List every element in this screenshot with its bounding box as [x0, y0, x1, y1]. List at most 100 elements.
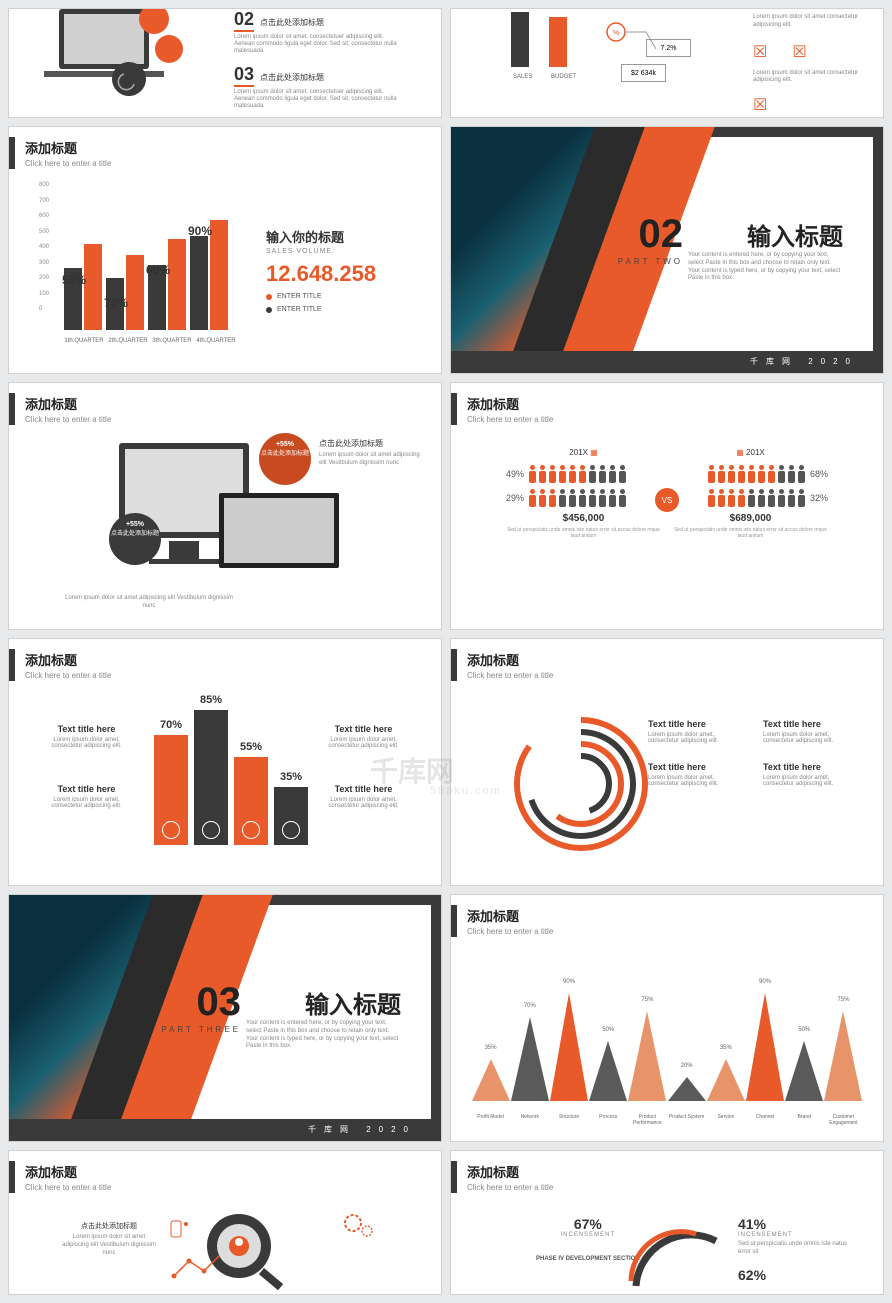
note: Sed ut perspiciatis unde omnis iste natu… — [506, 527, 661, 539]
h: Text title here — [39, 724, 134, 734]
header: 添加标题Click here to enter a title — [451, 393, 553, 425]
sales-volume-label: SALES VOLUME: — [266, 248, 416, 255]
footer: 千库网 2020 — [451, 351, 883, 373]
peak-chart: 35%70%90%50%75%20%35%90%50%75% — [471, 961, 863, 1101]
desc: Sed ut perspiciatis unde omnis iste natu… — [738, 1241, 848, 1257]
title: 添加标题 — [25, 138, 111, 157]
s1b-right: Lorem ipsum dolor sit amet consectetur a… — [753, 14, 863, 115]
left-column: 201X ▦ 49% 29% $456,000 Sed ut perspicia… — [506, 448, 661, 539]
text-grid: Text title hereLorem ipsum dolor amet, c… — [648, 719, 858, 787]
section-number: 03 — [197, 980, 242, 1025]
right-column: ▦ 201X 68% 32% $689,000 Sed ut perspicia… — [673, 448, 828, 539]
header: 添加标题 Click here to enter a title — [451, 1161, 553, 1193]
pct: 41% — [738, 1216, 848, 1232]
slide-7: 添加标题Click here to enter a title Text tit… — [450, 638, 884, 886]
year: ▦ 201X — [673, 448, 828, 457]
lorem-text: Lorem ipsum dolor sit amet consectetur a… — [753, 14, 863, 30]
section-title: 输入标题 — [305, 985, 401, 1020]
d: Lorem ipsum dolor amet, consectetur adip… — [39, 737, 134, 749]
section-number: 02 — [639, 212, 684, 257]
legend-1: ENTER TITLE — [266, 293, 416, 300]
chart-summary: 输入你的标题 SALES VOLUME: 12.648.258 ENTER TI… — [266, 227, 416, 313]
pct: +55% — [126, 521, 144, 528]
title: 添加标题 — [467, 906, 553, 925]
heading: 点击此处添加标题 — [319, 438, 429, 449]
bottom-text: Lorem ipsum dolor sit amet adipiscing el… — [59, 595, 239, 611]
watermark-url: 588ku.com — [430, 785, 502, 797]
right-text: 点击此处添加标题 Lorem ipsum dolor sit amet adipi… — [319, 438, 429, 468]
callout-pct: 7.2% — [646, 39, 691, 57]
amount: $689,000 — [673, 513, 828, 524]
slide-10: 添加标题Click here to enter a title 点击此处添加标题… — [8, 1150, 442, 1295]
sales-label: SALES — [513, 74, 532, 80]
title: 添加标题 — [467, 1162, 553, 1181]
slide-4: 添加标题Click here to enter a title +55%点击此处… — [8, 382, 442, 630]
title: 添加标题 — [25, 1162, 111, 1181]
callout-amt: $2 634k — [621, 64, 666, 82]
h: 点击此处添加标题 — [59, 1221, 159, 1231]
right-stat: 41% INCENSEMENT Sed ut perspiciatis unde… — [738, 1216, 848, 1283]
slide-11: 添加标题Click here to enter a title 67% INCE… — [450, 1150, 884, 1295]
header: 添加标题Click here to enter a title — [9, 393, 111, 425]
section-desc: Your content is entered here, or by copy… — [246, 1020, 401, 1051]
gear-icon — [341, 1211, 381, 1241]
slide-8-divider: 03 PART THREE 输入标题 Your content is enter… — [8, 894, 442, 1142]
bars: 53%72%60%90% — [64, 200, 228, 330]
slide-1b: SALES BUDGET % 7.2% $2 634k Lorem ipsum … — [450, 8, 884, 118]
d: Lorem ipsum dolor sit amet adipiscing el… — [59, 1234, 159, 1257]
desc: Lorem ipsum dolor sit amet adipiscing el… — [319, 452, 429, 468]
ring-chart — [511, 714, 651, 854]
pct: 29% — [506, 493, 524, 503]
text-l2: Text title hereLorem ipsum dolor amet, c… — [39, 784, 134, 809]
subtitle: Click here to enter a title — [467, 415, 553, 424]
row-1: 49% — [506, 465, 661, 483]
section-part: PART THREE — [161, 1025, 241, 1034]
people-icons — [528, 489, 627, 507]
section-desc: Your content is entered here, or by copy… — [688, 252, 843, 283]
monitor-stand — [169, 541, 199, 561]
slide-1: 02点击此处添加标题Lorem ipsum dolor sit amet, co… — [8, 8, 442, 118]
item-list: 02点击此处添加标题Lorem ipsum dolor sit amet, co… — [234, 9, 404, 118]
header: 添加标题Click here to enter a title — [9, 1161, 111, 1193]
subtitle: Click here to enter a title — [467, 1183, 553, 1192]
subtitle: Click here to enter a title — [25, 671, 111, 680]
section-part: PART TWO — [618, 257, 683, 266]
badge-text: 点击此处添加标题 — [261, 451, 309, 457]
slide-6: 添加标题 Click here to enter a title Text tit… — [8, 638, 442, 886]
section-title: 输入标题 — [747, 217, 843, 252]
note: Sed ut perspiciatis unde omnis iste natu… — [673, 527, 828, 539]
slide-3-divider: 02 PART TWO 输入标题 Your content is entered… — [450, 126, 884, 374]
laptop — [219, 493, 339, 568]
h: Text title here — [39, 784, 134, 794]
h: Text title here — [316, 724, 411, 734]
magnifier-graphic — [169, 1206, 329, 1291]
footer: 千库网 2020 — [9, 1119, 441, 1141]
subtitle: Click here to enter a title — [25, 415, 111, 424]
big-number: 12.648.258 — [266, 261, 416, 287]
d: Lorem ipsum dolor amet, consectetur adip… — [316, 737, 411, 749]
checkbox-row: ☒☒ — [753, 42, 863, 62]
pct: 68% — [810, 469, 828, 479]
pct: 32% — [810, 493, 828, 503]
people-icons — [707, 465, 806, 483]
laptop-image — [29, 8, 189, 99]
title: 添加标题 — [25, 650, 111, 669]
people-icons — [707, 489, 806, 507]
legend-text: ENTER TITLE — [277, 293, 322, 300]
monitor-base — [149, 559, 219, 564]
summary-title: 输入你的标题 — [266, 227, 416, 246]
header: 添加标题Click here to enter a title — [9, 137, 111, 169]
d: Lorem ipsum dolor amet, consectetur adip… — [316, 797, 411, 809]
pct-bars: 70%85%55%35% — [154, 690, 308, 845]
subtitle: Click here to enter a title — [467, 927, 553, 936]
pct2: 62% — [738, 1267, 848, 1283]
year: 201X ▦ — [506, 448, 661, 457]
categories: Profit ModelNetworkStructureProcessProdu… — [471, 1114, 863, 1126]
header: 添加标题Click here to enter a title — [451, 649, 553, 681]
people-icons — [528, 465, 627, 483]
arc-chart — [621, 1216, 731, 1295]
row-2: 32% — [673, 489, 828, 507]
legend-text: ENTER TITLE — [277, 306, 322, 313]
circle-badge-1: +55%点击此处添加标题 — [259, 433, 311, 485]
legend-2: ENTER TITLE — [266, 306, 416, 313]
